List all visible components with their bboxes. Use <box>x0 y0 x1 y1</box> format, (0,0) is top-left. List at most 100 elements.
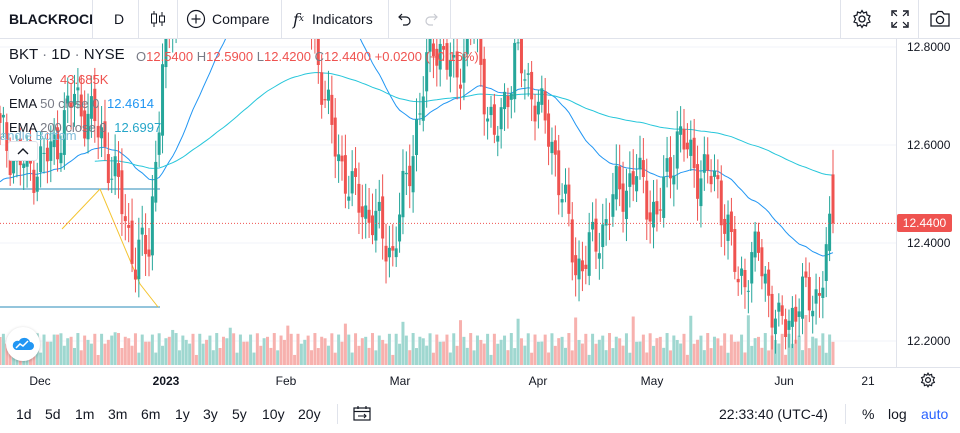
candle-body <box>164 39 168 68</box>
volume-bar <box>692 343 696 365</box>
volume-bar <box>198 333 202 365</box>
time-tick-label: Apr <box>528 374 548 388</box>
time-tick-label: Jun <box>774 374 794 388</box>
volume-bar <box>709 348 713 365</box>
candle-body <box>719 180 723 226</box>
candle-body <box>631 171 635 185</box>
volume-bar <box>831 341 835 365</box>
volume-bar <box>93 333 97 365</box>
ema50-legend[interactable]: EMA 50 close 0 12.4614 <box>9 96 154 111</box>
range-button-3m[interactable]: 3m <box>108 406 128 422</box>
price-chart[interactable] <box>0 39 896 367</box>
clock-display[interactable]: 22:33:40 (UTC-4) <box>719 406 828 422</box>
volume-legend[interactable]: Volume 43.685K <box>9 72 108 87</box>
candle-body <box>39 146 43 173</box>
volume-bar <box>469 333 473 365</box>
date-range-button[interactable] <box>353 405 371 424</box>
volume-bar <box>492 333 496 365</box>
range-button-1m[interactable]: 1m <box>75 406 95 422</box>
volume-bar <box>266 336 270 365</box>
volume-bar <box>354 333 358 365</box>
interval-button[interactable]: D <box>114 0 124 38</box>
volume-bar <box>299 343 303 365</box>
tradingview-logo[interactable] <box>6 327 40 361</box>
undo-button[interactable] <box>396 0 412 38</box>
snapshot-button[interactable] <box>929 0 951 38</box>
ema50-value: 12.4614 <box>106 96 154 111</box>
range-button-3y[interactable]: 3y <box>203 406 218 422</box>
volume-bar <box>262 338 266 365</box>
candle-body <box>42 152 46 154</box>
range-button-6m[interactable]: 6m <box>141 406 161 422</box>
range-button-1d[interactable]: 1d <box>16 406 32 422</box>
candle-body <box>106 154 110 184</box>
candle-body <box>672 175 676 185</box>
volume-bar <box>323 338 327 365</box>
volume-bar <box>519 338 523 365</box>
volume-bar <box>641 334 645 365</box>
ema200-legend[interactable]: EMA 200 close 0 12.6997 <box>9 120 161 135</box>
settings-button[interactable] <box>852 0 872 38</box>
candle-body <box>550 141 554 154</box>
volume-bar <box>563 347 567 365</box>
volume-bar <box>320 336 324 365</box>
fullscreen-button[interactable] <box>891 0 909 38</box>
collapse-legend-button[interactable] <box>8 141 38 161</box>
volume-bar <box>611 348 615 365</box>
volume-bar <box>205 339 209 365</box>
volume-bar <box>777 343 781 365</box>
volume-bar <box>591 333 595 365</box>
volume-bar <box>333 352 337 365</box>
axis-settings-button[interactable] <box>920 372 936 393</box>
redo-button[interactable] <box>424 0 440 38</box>
volume-bar <box>52 334 56 365</box>
volume-bar <box>370 333 374 365</box>
candle-body <box>455 51 459 78</box>
time-axis[interactable]: Dec 2023 Feb Mar Apr May Jun 21 <box>0 367 960 393</box>
volume-bar <box>465 347 469 365</box>
volume-bar <box>289 333 293 365</box>
range-button-10y[interactable]: 10y <box>262 406 285 422</box>
volume-bars <box>0 315 835 365</box>
time-tick-label: Dec <box>29 374 51 388</box>
candle-body <box>435 48 439 66</box>
log-scale-button[interactable]: log <box>888 406 907 422</box>
price-tick-label: 12.4000 <box>907 236 951 250</box>
volume-bar <box>712 336 716 365</box>
volume-bar <box>310 350 314 365</box>
volume-bar <box>797 335 801 365</box>
volume-bar <box>580 343 584 365</box>
volume-bar <box>533 334 537 365</box>
candle-body <box>431 43 435 57</box>
candle-body <box>330 94 334 125</box>
volume-bar <box>343 323 347 365</box>
auto-scale-button[interactable]: auto <box>921 406 949 422</box>
chart-type-button[interactable] <box>149 0 167 38</box>
compare-label: Compare <box>212 11 270 27</box>
candle-body <box>421 96 425 121</box>
volume-bar <box>72 347 76 365</box>
range-button-1y[interactable]: 1y <box>175 406 190 422</box>
candle-body <box>760 247 764 277</box>
candle-body <box>523 79 527 81</box>
volume-bar <box>567 333 571 365</box>
compare-button[interactable]: Compare <box>186 0 270 38</box>
volume-bar <box>794 339 798 365</box>
percent-scale-button[interactable]: % <box>862 406 875 422</box>
symbol-search[interactable]: BLACKROCI <box>9 0 93 38</box>
candle-body <box>706 154 710 171</box>
high-value: 12.5900 <box>206 49 254 64</box>
volume-bar <box>509 333 513 365</box>
range-button-5y[interactable]: 5y <box>232 406 247 422</box>
price-axis[interactable]: 13.400013.200013.000012.800012.600012.40… <box>896 39 960 367</box>
range-button-5d[interactable]: 5d <box>45 406 61 422</box>
range-button-20y[interactable]: 20y <box>298 406 321 422</box>
volume-bar <box>350 352 354 365</box>
candle-body <box>161 64 165 136</box>
candle-body <box>763 273 767 284</box>
candle-body <box>35 176 39 192</box>
volume-bar <box>225 338 229 365</box>
volume-bar <box>313 333 317 365</box>
candle-body <box>519 39 523 74</box>
